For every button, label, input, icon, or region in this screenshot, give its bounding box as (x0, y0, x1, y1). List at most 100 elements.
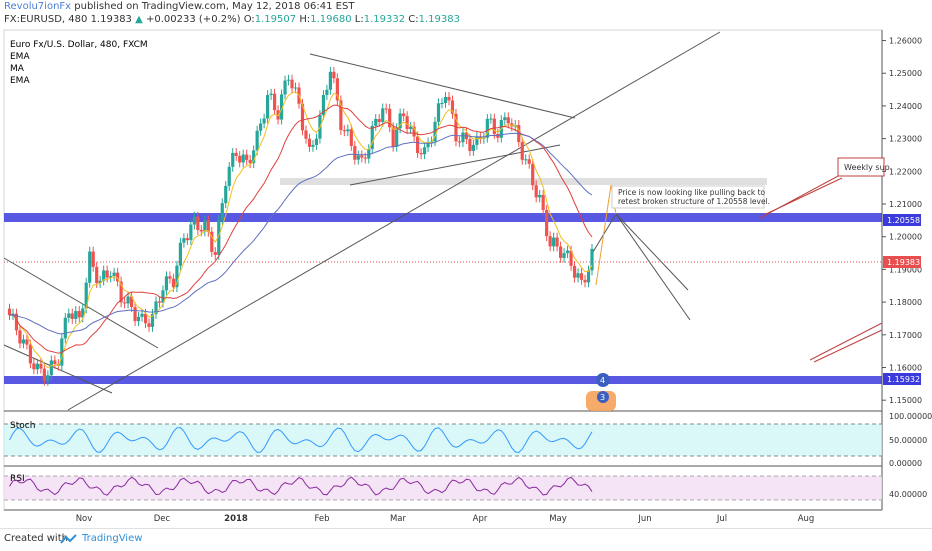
candle-body (314, 138, 319, 145)
x-tick-label: Apr (473, 514, 488, 524)
candle-body (398, 113, 402, 129)
up-arrow-icon: ▲ (135, 14, 143, 25)
candle-body (485, 118, 489, 138)
candle-body (325, 89, 329, 95)
candles (7, 66, 594, 386)
candle-body (157, 301, 162, 303)
candle-body (541, 194, 545, 210)
last-price: 1.19383 (90, 14, 132, 25)
candle-body (28, 344, 33, 364)
x-tick-label: Jun (637, 514, 651, 524)
x-tick-label: 2018 (224, 514, 248, 524)
candle-body (293, 87, 298, 89)
candle-body (419, 153, 423, 155)
low-value: 1.19332 (363, 14, 406, 25)
candle-body (129, 296, 134, 308)
y-tick-label: 1.20000 (889, 233, 922, 242)
candle-body (150, 313, 155, 327)
badge-top: 4 (600, 376, 605, 385)
candle-body (220, 203, 224, 220)
candle-body (18, 330, 22, 344)
rsi-pane: RSI (4, 474, 882, 501)
candle-body (192, 216, 196, 225)
candle-body (206, 220, 210, 232)
y-tick-label: 1.24000 (889, 102, 922, 111)
price-axis: 1.26000 1.25000 1.24000 1.23000 1.22000 1.210… (882, 37, 932, 499)
downtrend-line (309, 53, 576, 119)
high-label: H: (299, 14, 311, 25)
weekly-label: Weekly sup (844, 163, 890, 172)
weekly-callout: Weekly sup (759, 157, 890, 363)
candle-body (433, 121, 437, 142)
event-badges[interactable]: 4 3 (586, 373, 616, 411)
legend-line-2: MA (10, 64, 25, 74)
candle-body (91, 251, 95, 267)
candle-body (14, 313, 19, 331)
close-label: C: (408, 14, 419, 25)
support-zone (4, 376, 882, 384)
candle-body (88, 251, 92, 283)
candle-body (122, 302, 127, 304)
candle-body (81, 308, 85, 318)
candle-body (363, 157, 367, 159)
candle-body (409, 126, 413, 130)
author-link[interactable]: Revolu7ionFx (4, 1, 72, 12)
candle-body (63, 317, 67, 339)
candle-body (489, 118, 493, 120)
x-tick-label: Dec (154, 514, 171, 524)
candle-body (217, 219, 221, 255)
candle-body (520, 142, 524, 160)
candle-body (391, 127, 395, 147)
candle-body (77, 311, 81, 318)
candle-body (182, 238, 186, 243)
candle-body (154, 301, 158, 314)
neckline (349, 144, 561, 186)
candle-body (576, 273, 580, 278)
y-tick-label: 1.26000 (889, 37, 922, 46)
candle-body (46, 375, 50, 381)
candle-body (583, 279, 587, 283)
x-tick-label: Nov (76, 514, 93, 524)
candle-body (461, 132, 465, 143)
candle-body (565, 250, 570, 254)
candle-body (21, 339, 26, 344)
candle-body (245, 154, 249, 160)
candle-body (552, 237, 556, 247)
candle-body (374, 118, 378, 126)
stoch-tick-label: 0.00000 (889, 459, 922, 468)
legend-line-3: EMA (10, 76, 30, 86)
candle-body (171, 278, 176, 288)
candle-body (381, 108, 385, 123)
candle-body (422, 147, 427, 155)
stoch-tick-label: 100.00000 (889, 412, 932, 421)
candle-body (342, 130, 346, 132)
candle-body (590, 248, 594, 271)
candle-body (290, 79, 294, 89)
candle-body (42, 368, 46, 381)
candle-body (335, 78, 339, 101)
close-value: 1.19383 (418, 14, 460, 25)
candle-body (70, 313, 74, 319)
candle-body (199, 229, 203, 232)
candle-body (231, 152, 235, 167)
ma-line-3 (9, 132, 593, 335)
candle-body (367, 149, 371, 159)
candle-body (548, 236, 552, 247)
y-tick-label: 1.23000 (889, 135, 922, 144)
candle-body (140, 313, 144, 317)
footer: Created with TradingView (0, 528, 932, 551)
candle-body (185, 238, 189, 241)
structure-zone (280, 178, 767, 185)
candle-body (189, 224, 193, 241)
candle-body (527, 159, 531, 164)
candle-body (133, 307, 137, 322)
candle-body (405, 116, 409, 130)
change-value: +0.00233 (+0.2%) (146, 14, 241, 25)
y-tick-label: 1.16000 (889, 363, 922, 372)
note-line-2: retest broken structure of 1.20558 level… (618, 197, 770, 206)
candle-body (147, 323, 151, 327)
price-chart[interactable]: Price is now looking like pulling back t… (0, 28, 932, 528)
tradingview-brand[interactable]: TradingView (82, 533, 143, 544)
candle-body (360, 155, 364, 158)
badge-bottom: 3 (600, 393, 605, 402)
